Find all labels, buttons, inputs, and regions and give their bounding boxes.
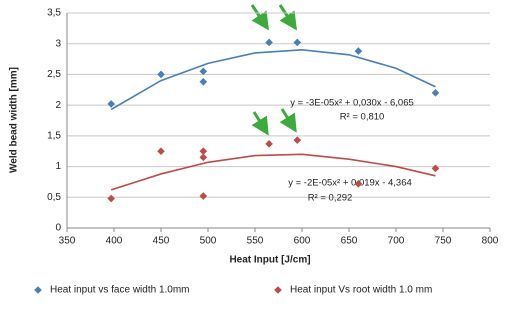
- x-tick-label: 650: [341, 236, 358, 247]
- arrow: [278, 4, 297, 31]
- point: [107, 194, 115, 203]
- legend-label: Heat input Vs root width 1.0 mm: [290, 285, 432, 296]
- point: [265, 38, 273, 47]
- point: [431, 164, 440, 173]
- trend-r2: R² = 0,292: [308, 193, 353, 204]
- point: [431, 89, 440, 97]
- y-tick-label: 0: [55, 223, 61, 234]
- point: [354, 179, 363, 188]
- point: [157, 70, 165, 79]
- y-tick-label: 0,5: [47, 192, 61, 203]
- x-tick-label: 750: [435, 236, 452, 247]
- y-tick-label: 2,5: [47, 69, 61, 80]
- x-axis-title: Heat Input [J/cm]: [229, 255, 310, 266]
- x-tick-label: 800: [482, 236, 499, 247]
- x-tick-label: 600: [294, 236, 311, 247]
- y-axis-title: Weld bead width [mm]: [9, 67, 20, 173]
- x-tick-label: 350: [59, 236, 76, 247]
- x-tick-label: 700: [388, 236, 405, 247]
- x-tick-label: 550: [247, 236, 264, 247]
- point: [354, 47, 363, 55]
- x-tick-label: 400: [106, 236, 123, 247]
- point: [107, 100, 115, 108]
- x-tick-label: 450: [153, 236, 170, 247]
- y-tick-label: 3,5: [47, 8, 61, 19]
- y-tick-label: 1: [55, 161, 61, 172]
- point: [199, 147, 208, 156]
- trend-r2: R² = 0,810: [340, 112, 385, 123]
- x-tick-label: 500: [200, 236, 217, 247]
- arrow: [251, 111, 269, 136]
- annotation-arrows: [250, 4, 297, 136]
- point: [293, 136, 302, 144]
- trendline: [110, 49, 436, 111]
- point: [293, 38, 302, 47]
- arrow: [250, 4, 269, 31]
- point: [199, 153, 208, 162]
- trend-equation: y = -3E-05x² + 0,030x - 6,065: [290, 98, 414, 109]
- legend-label: Heat input vs face width 1.0mm: [50, 285, 190, 296]
- point: [157, 147, 165, 156]
- legend-marker: [34, 286, 42, 294]
- y-tick-label: 1,5: [47, 130, 61, 141]
- y-tick-label: 2: [55, 100, 61, 111]
- point: [199, 78, 208, 86]
- legend-marker: [274, 286, 282, 294]
- point: [199, 192, 208, 200]
- arrow: [279, 108, 297, 133]
- point: [265, 140, 273, 148]
- trendline: [110, 153, 436, 191]
- y-tick-label: 3: [55, 38, 61, 49]
- point: [199, 67, 208, 76]
- trend-equation: y = -2E-05x² + 0,019x - 4,364: [288, 178, 412, 189]
